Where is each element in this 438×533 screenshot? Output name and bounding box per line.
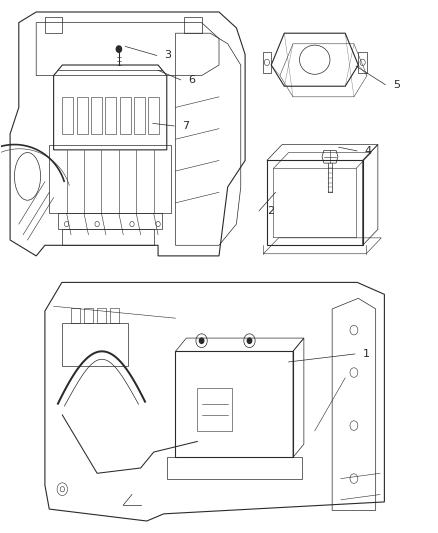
Circle shape: [247, 338, 252, 343]
Text: 1: 1: [363, 349, 370, 359]
Circle shape: [116, 46, 121, 52]
Text: 5: 5: [393, 79, 400, 90]
Circle shape: [199, 338, 204, 343]
Text: 2: 2: [267, 206, 274, 216]
Text: 4: 4: [365, 146, 372, 156]
Text: 7: 7: [182, 121, 189, 131]
Text: 6: 6: [188, 75, 195, 85]
Text: 3: 3: [165, 51, 172, 60]
